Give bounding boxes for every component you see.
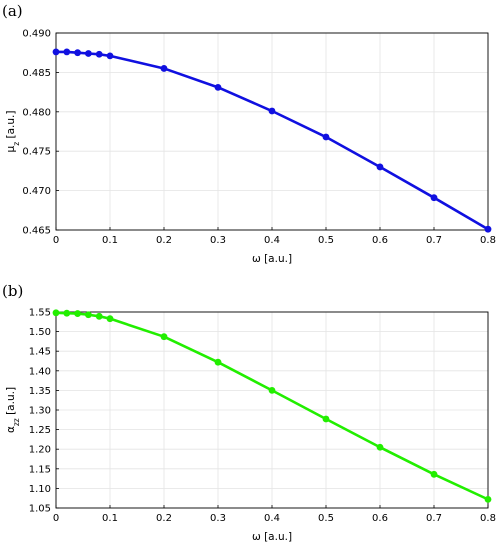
panel-a-y-tick-label: 0.465: [22, 226, 51, 237]
panel-a-y-axis-label: μz [a.u.]: [5, 111, 21, 153]
panel-a-x-tick-label: 0.4: [264, 235, 280, 246]
panel-b-data-point: [160, 333, 168, 341]
panel-b-label: (b): [2, 282, 23, 300]
panel-b-y-tick-label: 1.10: [29, 484, 51, 495]
panel-a-data-point: [74, 49, 81, 57]
panel-a-x-tick-label: 0.8: [480, 235, 496, 246]
panel-b-data-point: [52, 309, 60, 317]
panel-b-y-tick-label: 1.45: [29, 347, 51, 358]
panel-a-x-tick-label: 0: [53, 235, 59, 246]
panel-a-x-tick-label: 0.7: [426, 235, 442, 246]
panel-b-data-point: [484, 495, 492, 503]
panel-b-x-axis-label: ω [a.u.]: [252, 531, 292, 543]
panel-a-x-tick-label: 0.6: [372, 235, 388, 246]
panel-a-x-tick-label: 0.2: [156, 235, 172, 246]
panel-a-data-point: [95, 50, 103, 58]
panel-b-y-tick-label: 1.35: [29, 386, 51, 397]
panel-b-x-tick-label: 0: [53, 513, 59, 524]
panel-b-data-point: [376, 443, 384, 451]
panel-b-y-tick-label: 1.20: [29, 445, 51, 456]
panel-a-y-tick-label: 0.490: [22, 29, 51, 40]
panel-b-y-axis-label: αzz [a.u.]: [5, 387, 21, 433]
panel-a-data-point: [85, 50, 92, 57]
panel-b-data-point: [85, 311, 92, 319]
panel-a-y-tick-label: 0.470: [22, 186, 51, 197]
panel-b-y-tick-label: 1.05: [29, 504, 51, 515]
panel-b-data-point: [430, 470, 438, 478]
panel-b-x-tick-label: 0.6: [372, 513, 388, 524]
panel-b-y-tick-label: 1.40: [29, 366, 51, 377]
panel-b-x-tick-label: 0.1: [102, 513, 118, 524]
panel-b-x-tick-label: 0.5: [318, 513, 334, 524]
panel-b-data-point: [74, 310, 81, 317]
panel-a-y-tick-label: 0.485: [22, 68, 51, 79]
panel-a-data-point: [376, 163, 384, 171]
panel-a-data-point: [268, 107, 276, 115]
panel-b-data-point: [322, 415, 330, 423]
panel-a-data-point: [322, 133, 330, 141]
panel-b-x-tick-label: 0.3: [210, 513, 226, 524]
panel-a-x-axis-label: ω [a.u.]: [252, 253, 292, 265]
panel-a-y-tick-label: 0.480: [22, 107, 51, 118]
panel-b-x-tick-label: 0.4: [264, 513, 280, 524]
panel-b-data-point: [106, 315, 114, 323]
panel-b-data-point: [95, 312, 103, 320]
panel-a-y-tick-label: 0.475: [22, 147, 51, 158]
panel-a-data-point: [484, 225, 492, 233]
panel-b-y-tick-label: 1.50: [29, 327, 51, 338]
panel-b-x-tick-label: 0.8: [480, 513, 496, 524]
panel-a: (a) 0 0.1 0.2 0.3 0.4 0.5 0.6 0.7 0.8 0.465 0.470…: [2, 2, 496, 265]
panel-a-data-point: [63, 48, 71, 56]
panel-a-data-point: [106, 52, 114, 60]
panel-b-y-tick-label: 1.25: [29, 425, 51, 436]
panel-b-x-tick-label: 0.7: [426, 513, 442, 524]
panel-b: (b) 0 0.1 0.2 0.3 0.4 0.5 0.6 0.7 0.8 1.05 1.10 1.…: [2, 282, 496, 543]
panel-b-y-tick-label: 1.30: [29, 406, 51, 417]
panel-a-data-point: [52, 48, 60, 56]
panel-a-x-tick-label: 0.1: [102, 235, 118, 246]
panel-a-data-point: [430, 194, 438, 202]
panel-b-y-tick-label: 1.15: [29, 464, 51, 475]
panel-a-label: (a): [2, 2, 23, 20]
panel-a-data-point: [160, 65, 168, 72]
panel-b-data-point: [268, 387, 276, 394]
panel-b-x-tick-label: 0.2: [156, 513, 172, 524]
panel-b-data-point: [214, 358, 222, 366]
panel-a-x-tick-label: 0.5: [318, 235, 334, 246]
panel-b-data-point: [63, 309, 71, 317]
panel-a-x-tick-label: 0.3: [210, 235, 226, 246]
panel-a-data-point: [214, 83, 222, 91]
panel-b-y-tick-label: 1.55: [29, 308, 51, 319]
